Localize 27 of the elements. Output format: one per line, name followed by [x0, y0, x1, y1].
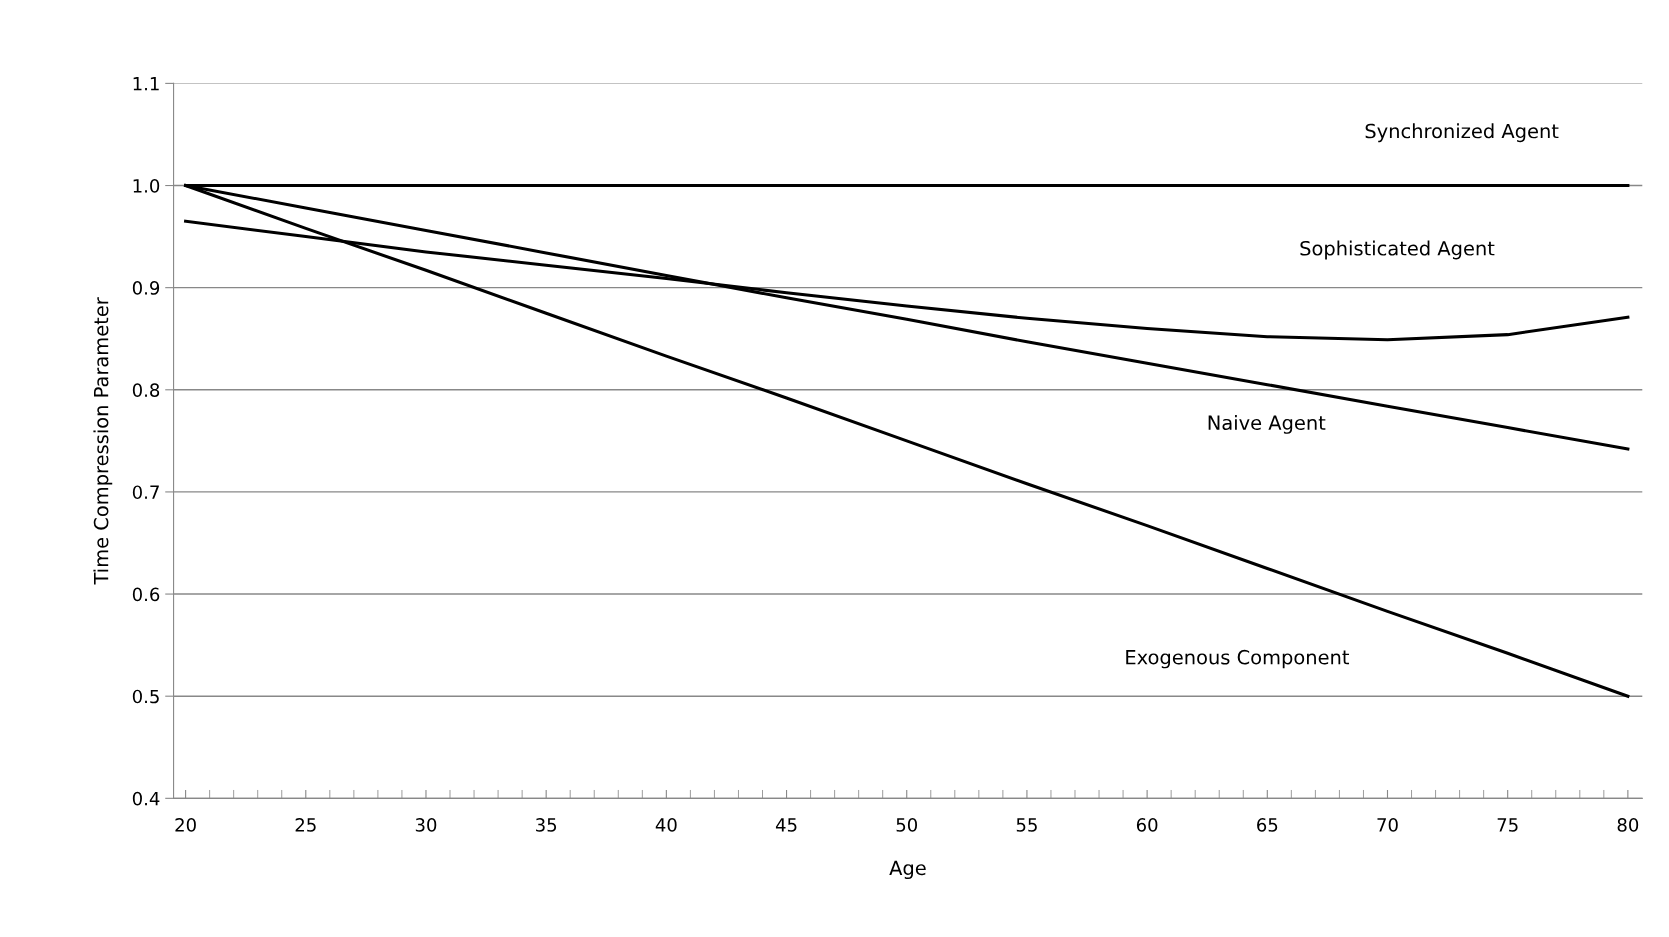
x-tick-label: 70 — [1377, 818, 1398, 832]
y-tick-label: 0.8 — [132, 383, 160, 397]
y-tick-label: 0.5 — [132, 689, 159, 704]
x-tick-label: 80 — [1617, 818, 1639, 832]
x-tick-label: 40 — [655, 818, 677, 832]
y-tick-label: 0.4 — [132, 791, 160, 806]
y-axis-title: Time Compression Parameter — [93, 297, 113, 585]
x-tick-label: 50 — [896, 818, 918, 832]
annotation: Exogenous Component — [1126, 649, 1350, 669]
x-tick-label: 25 — [295, 818, 316, 832]
x-axis-title: Age — [889, 860, 926, 880]
x-tick-label: 20 — [175, 818, 196, 832]
y-tick-label: 0.7 — [132, 485, 159, 500]
x-tick-label: 75 — [1497, 818, 1518, 832]
y-tick-label: 1.0 — [133, 178, 160, 193]
x-tick-label: 45 — [775, 818, 797, 832]
annotation: Synchronized Agent — [1365, 123, 1559, 143]
y-tick-label: 0.9 — [132, 281, 160, 295]
x-tick-label: 35 — [536, 818, 557, 832]
y-tick-label: 0.6 — [132, 587, 160, 602]
x-tick-label: 55 — [1016, 818, 1037, 832]
x-tick-label: 65 — [1257, 818, 1278, 832]
x-tick-label: 60 — [1136, 818, 1158, 832]
annotation: Sophisticated Agent — [1300, 240, 1495, 260]
y-tick-label: 1.1 — [133, 77, 159, 91]
x-tick-label: 30 — [415, 818, 437, 832]
annotation: Naive Agent — [1208, 415, 1326, 434]
